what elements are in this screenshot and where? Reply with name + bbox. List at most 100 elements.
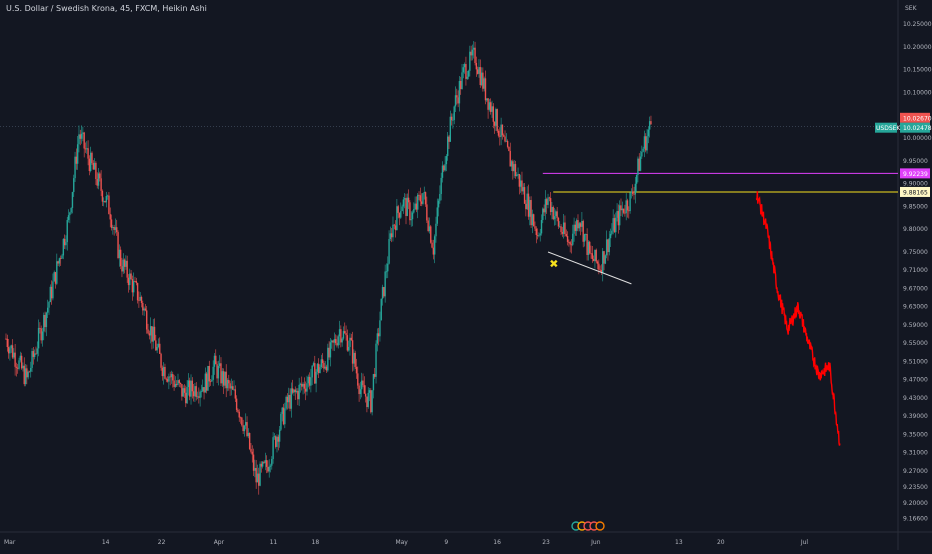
candle-body [436, 207, 438, 224]
candle-body [208, 366, 210, 382]
candle-body [301, 383, 303, 387]
candle-body [500, 124, 502, 137]
candle-body [457, 97, 459, 104]
candle-body [521, 180, 523, 192]
candle-body [10, 345, 12, 349]
candle-body [194, 386, 196, 397]
candle-body [324, 366, 326, 369]
candle-body [122, 259, 124, 272]
candle-body [618, 205, 621, 226]
candle-body [602, 251, 604, 273]
candle-body [479, 67, 481, 86]
candle-body [456, 95, 458, 98]
candle-body [633, 193, 635, 195]
candle-body [175, 383, 178, 385]
candle-body [514, 164, 517, 177]
candle-body [432, 247, 435, 255]
candle-body [36, 348, 38, 354]
candle-body [396, 206, 398, 231]
candle-body [50, 286, 53, 299]
candle-body [366, 396, 368, 408]
candle-body [189, 380, 191, 397]
candle-body [95, 162, 97, 179]
candle-body [123, 259, 126, 267]
candle-body [474, 47, 476, 63]
candle-body [557, 217, 560, 227]
candle-body [260, 463, 263, 467]
y-tick-label: 9.75000 [903, 249, 928, 256]
candle-body [577, 220, 579, 229]
candle-body [70, 207, 72, 213]
candle-body [24, 368, 27, 385]
candle-body [69, 212, 71, 216]
candle-body [74, 156, 76, 179]
candle-body [489, 102, 492, 112]
candle-body [632, 191, 634, 194]
candle-body [430, 226, 432, 243]
candle-body [9, 348, 11, 354]
candle-body [367, 392, 369, 408]
candle-body [534, 226, 536, 229]
candle-body [471, 49, 474, 56]
candle-body [519, 180, 522, 187]
candle-body [248, 433, 251, 450]
y-tick-label: 9.43000 [903, 395, 928, 402]
y-tick-label: 9.20000 [903, 500, 928, 507]
candle-body [92, 163, 94, 170]
candle-body [383, 287, 385, 297]
candle-body [156, 347, 158, 351]
candle-body [469, 51, 471, 71]
candle-body [342, 331, 345, 339]
candle-body [622, 208, 625, 213]
candle-body [607, 239, 609, 253]
candle-body [112, 227, 114, 228]
candle-body [134, 280, 136, 282]
candle-body [364, 393, 367, 397]
candle-body [217, 366, 220, 379]
candle-body [435, 223, 437, 237]
candle-body [264, 460, 266, 463]
candle-body [504, 136, 506, 142]
candle-body [84, 148, 87, 150]
candle-body [204, 373, 207, 393]
candle-body [159, 343, 161, 354]
candle-body [501, 124, 504, 136]
candle-body [165, 378, 167, 380]
candle-body [215, 355, 217, 365]
candle-body [390, 233, 393, 238]
candle-body [199, 391, 201, 398]
x-tick-label: 11 [270, 539, 278, 546]
candle-body [586, 234, 588, 255]
candle-body [573, 224, 575, 234]
candle-body [13, 352, 15, 358]
yellow-badge [900, 186, 930, 197]
candle-body [100, 178, 102, 191]
candle-body [340, 329, 342, 343]
candle-body [153, 326, 156, 341]
candle-body [566, 236, 569, 242]
candle-body [553, 216, 556, 220]
candle-body [581, 220, 583, 227]
candle-body [496, 109, 498, 131]
candle-body [7, 347, 10, 354]
candle-body [482, 72, 484, 89]
candle-body [332, 340, 334, 343]
candle-body [252, 454, 255, 471]
candle-body [304, 388, 307, 392]
candle-body [233, 389, 235, 391]
candle-body [45, 312, 48, 328]
candle-body [108, 195, 110, 215]
y-tick-label: 9.23500 [903, 484, 928, 491]
candle-body [568, 241, 570, 243]
candle-body [492, 106, 494, 122]
candle-body [506, 140, 509, 147]
candle-body [516, 174, 518, 177]
candle-body [306, 383, 308, 392]
candle-body [428, 226, 431, 232]
candle-body [61, 255, 63, 259]
x-tick-label: Jul [800, 539, 809, 546]
candle-body [620, 205, 622, 211]
x-tick-label: Mar [4, 539, 16, 546]
candle-body [277, 436, 280, 442]
